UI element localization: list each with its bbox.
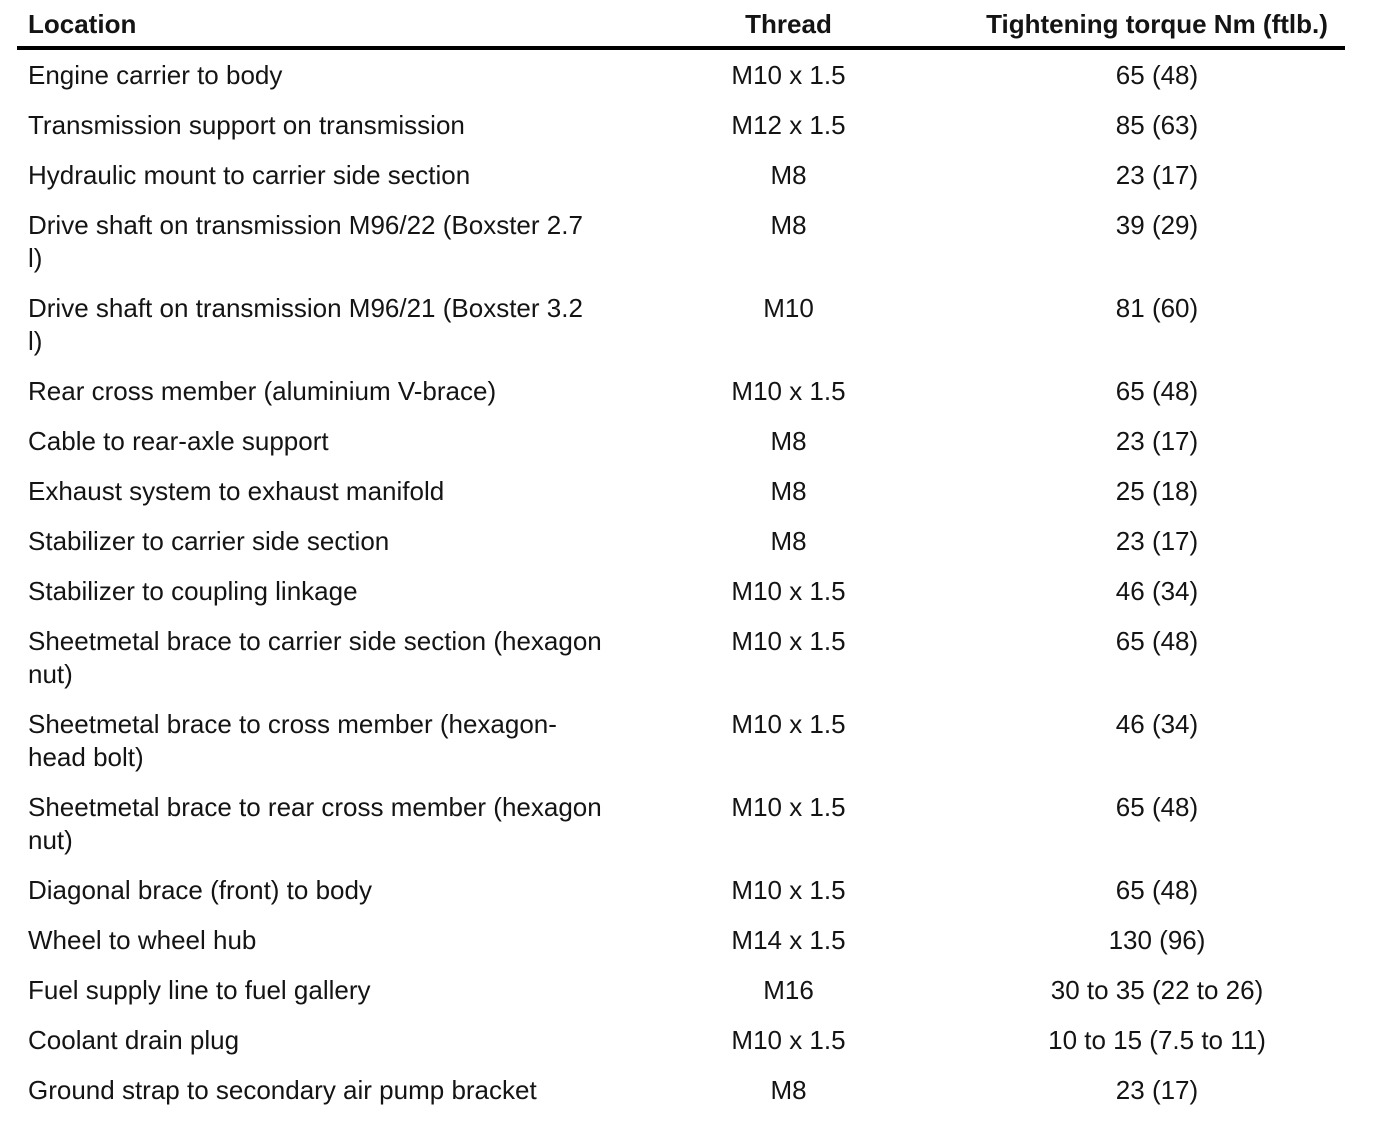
table-row: Transmission support on transmission M12… [17, 100, 1345, 150]
torque-cell: 65 (48) [1115, 792, 1199, 822]
table-row: Diagonal brace (front) to body M10 x 1.5… [17, 865, 1345, 915]
torque-cell: 25 (18) [1115, 476, 1199, 506]
torque-spec-table: Location Thread Tightening torque Nm (ft… [17, 6, 1345, 1115]
torque-cell: 81 (60) [1115, 293, 1199, 323]
torque-cell: 65 (48) [1115, 875, 1199, 905]
table-row: Exhaust system to exhaust manifold M8 25… [17, 466, 1345, 516]
torque-cell: 130 (96) [1108, 925, 1206, 955]
table-row: Sheetmetal brace to carrier side section… [17, 616, 1345, 699]
thread-cell: M10 x 1.5 [731, 376, 846, 406]
table-row: Stabilizer to coupling linkage M10 x 1.5… [17, 566, 1345, 616]
table-row: Rear cross member (aluminium V-brace) M1… [17, 366, 1345, 416]
torque-cell: 10 to 15 (7.5 to 11) [1048, 1025, 1266, 1055]
torque-cell: 23 (17) [1115, 526, 1199, 556]
thread-cell: M10 x 1.5 [731, 792, 846, 822]
thread-cell: M8 [770, 1075, 807, 1105]
location-cell: Cable to rear-axle support [28, 426, 329, 456]
table-row: Stabilizer to carrier side section M8 23… [17, 516, 1345, 566]
location-cell: Sheetmetal brace to carrier side section… [28, 626, 602, 689]
torque-cell: 46 (34) [1115, 576, 1199, 606]
thread-cell: M8 [770, 526, 807, 556]
location-cell: Drive shaft on transmission M96/21 (Boxs… [28, 293, 583, 356]
thread-cell: M8 [770, 426, 807, 456]
torque-cell: 30 to 35 (22 to 26) [1050, 975, 1264, 1005]
location-cell: Engine carrier to body [28, 60, 283, 90]
table-row: Cable to rear-axle support M8 23 (17) [17, 416, 1345, 466]
table-body: Engine carrier to body M10 x 1.5 65 (48)… [17, 50, 1345, 1115]
location-cell: Diagonal brace (front) to body [28, 875, 372, 905]
table-header-row: Location Thread Tightening torque Nm (ft… [17, 6, 1345, 50]
thread-cell: M10 x 1.5 [731, 1025, 846, 1055]
thread-cell: M16 [763, 975, 814, 1005]
table-row: Fuel supply line to fuel gallery M16 30 … [17, 965, 1345, 1015]
location-cell: Hydraulic mount to carrier side section [28, 160, 471, 190]
table-row: Drive shaft on transmission M96/22 (Boxs… [17, 200, 1345, 283]
torque-cell: 23 (17) [1115, 1075, 1199, 1105]
table-row: Sheetmetal brace to cross member (hexago… [17, 699, 1345, 782]
table-row: Sheetmetal brace to rear cross member (h… [17, 782, 1345, 865]
thread-cell: M10 x 1.5 [731, 875, 846, 905]
location-cell: Sheetmetal brace to cross member (hexago… [28, 709, 557, 772]
torque-cell: 85 (63) [1115, 110, 1199, 140]
location-cell: Stabilizer to coupling linkage [28, 576, 358, 606]
thread-cell: M12 x 1.5 [731, 110, 846, 140]
table-row: Ground strap to secondary air pump brack… [17, 1065, 1345, 1115]
torque-cell: 65 (48) [1115, 60, 1199, 90]
thread-cell: M14 x 1.5 [731, 925, 846, 955]
table-row: Drive shaft on transmission M96/21 (Boxs… [17, 283, 1345, 366]
location-cell: Sheetmetal brace to rear cross member (h… [28, 792, 602, 855]
location-cell: Exhaust system to exhaust manifold [28, 476, 445, 506]
header-torque: Tightening torque Nm (ftlb.) [986, 9, 1328, 39]
location-cell: Fuel supply line to fuel gallery [28, 975, 371, 1005]
thread-cell: M8 [770, 476, 807, 506]
torque-cell: 65 (48) [1115, 376, 1199, 406]
torque-cell: 39 (29) [1115, 210, 1199, 240]
table-row: Hydraulic mount to carrier side section … [17, 150, 1345, 200]
thread-cell: M8 [770, 210, 807, 240]
thread-cell: M10 [763, 293, 814, 323]
header-location: Location [28, 9, 137, 39]
torque-cell: 23 (17) [1115, 160, 1199, 190]
torque-cell: 23 (17) [1115, 426, 1199, 456]
torque-cell: 46 (34) [1115, 709, 1199, 739]
location-cell: Stabilizer to carrier side section [28, 526, 390, 556]
location-cell: Transmission support on transmission [28, 110, 465, 140]
location-cell: Coolant drain plug [28, 1025, 240, 1055]
location-cell: Drive shaft on transmission M96/22 (Boxs… [28, 210, 583, 273]
torque-cell: 65 (48) [1115, 626, 1199, 656]
thread-cell: M8 [770, 160, 807, 190]
table-row: Coolant drain plug M10 x 1.5 10 to 15 (7… [17, 1015, 1345, 1065]
location-cell: Rear cross member (aluminium V-brace) [28, 376, 497, 406]
table-row: Wheel to wheel hub M14 x 1.5 130 (96) [17, 915, 1345, 965]
thread-cell: M10 x 1.5 [731, 709, 846, 739]
table-row: Engine carrier to body M10 x 1.5 65 (48) [17, 50, 1345, 100]
header-thread: Thread [745, 9, 832, 39]
location-cell: Ground strap to secondary air pump brack… [28, 1075, 537, 1105]
thread-cell: M10 x 1.5 [731, 576, 846, 606]
location-cell: Wheel to wheel hub [28, 925, 257, 955]
thread-cell: M10 x 1.5 [731, 626, 846, 656]
thread-cell: M10 x 1.5 [731, 60, 846, 90]
